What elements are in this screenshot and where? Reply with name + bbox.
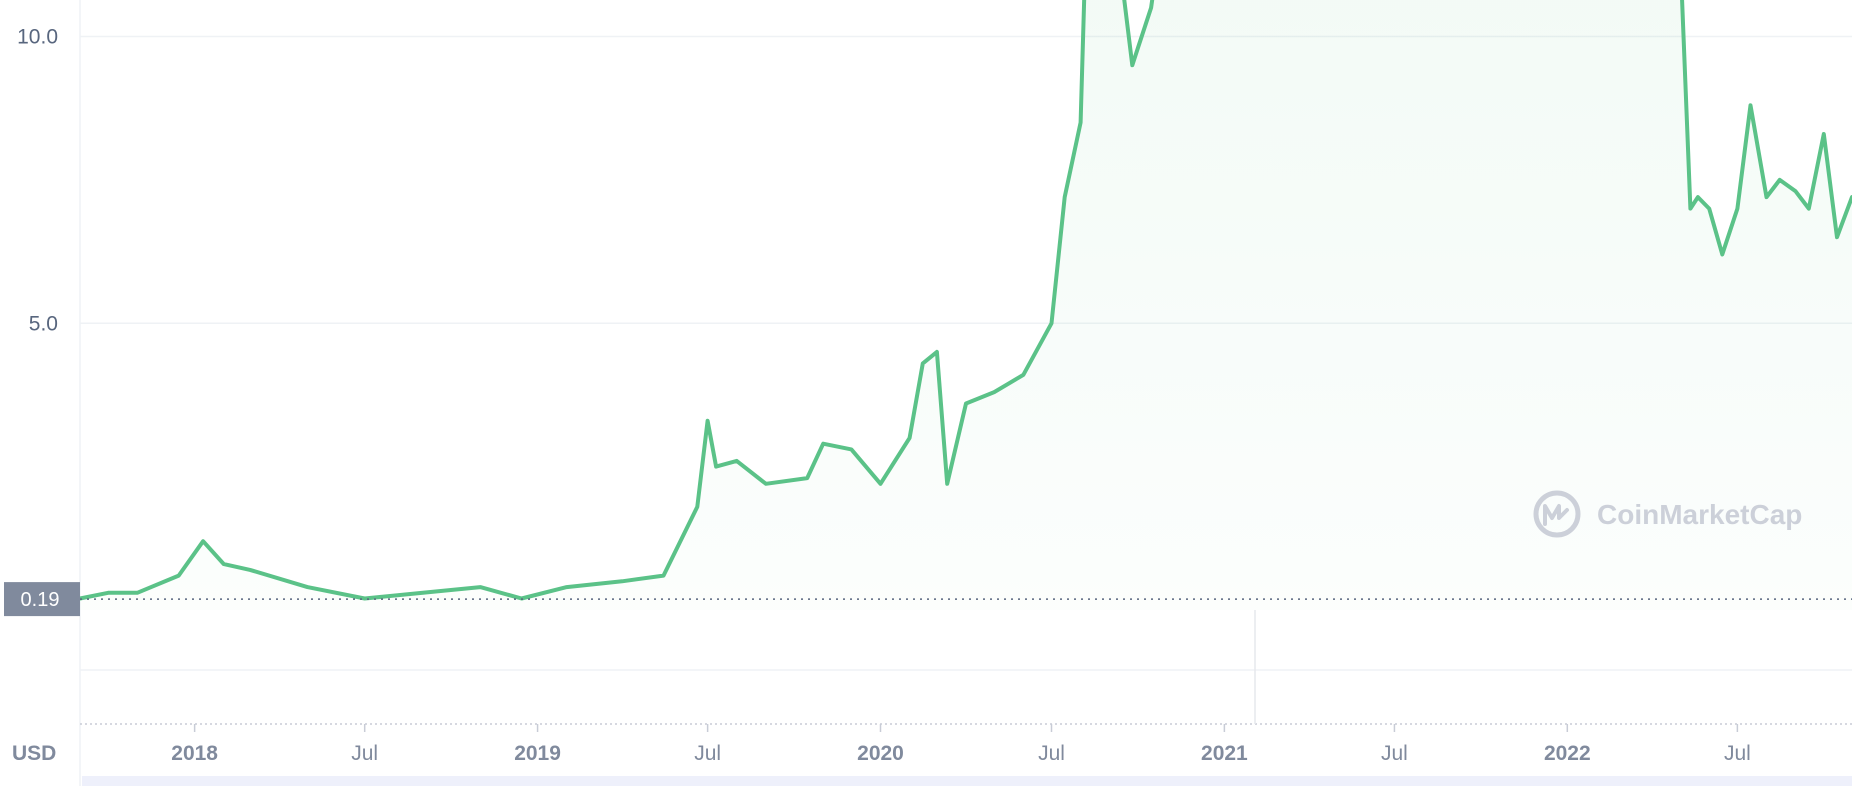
x-tick-label: 2020 — [857, 742, 904, 765]
price-area — [80, 0, 1852, 610]
x-tick-label: Jul — [1381, 742, 1408, 765]
x-axis-ticks: 2018 Jul 2019 Jul 2020 Jul 2021 Jul 2022 Jul USD — [12, 724, 1751, 765]
y-tick-label: 10.0 — [17, 26, 58, 49]
coinmarketcap-watermark: CoinMarketCap — [1533, 490, 1802, 538]
x-tick-label: Jul — [694, 742, 721, 765]
y-axis-ticks: 5.010.015.020.025.030.035.040.045.050.0 — [17, 26, 58, 336]
watermark-text: CoinMarketCap — [1597, 499, 1802, 530]
price-line-layer — [78, 0, 1852, 601]
current-price-tag: 0.19 — [4, 582, 80, 617]
price-line — [78, 0, 1852, 601]
price-area-fill — [80, 0, 1852, 610]
x-tick-label: Jul — [1038, 742, 1065, 765]
y-tick-label: 5.0 — [29, 312, 58, 335]
current-price-value: 0.19 — [21, 589, 60, 611]
x-tick-label: Jul — [1724, 742, 1751, 765]
currency-label: USD — [12, 742, 56, 765]
x-tick-label: 2019 — [514, 742, 561, 765]
range-navigator[interactable] — [82, 776, 1852, 786]
x-tick-label: 2022 — [1544, 742, 1591, 765]
x-tick-label: 2021 — [1201, 742, 1248, 765]
chart-overlay: 0.19 CoinMarketCap — [4, 490, 1852, 786]
coinmarketcap-logo-icon — [1533, 490, 1581, 538]
x-tick-label: Jul — [351, 742, 378, 765]
x-tick-label: 2018 — [171, 742, 218, 765]
